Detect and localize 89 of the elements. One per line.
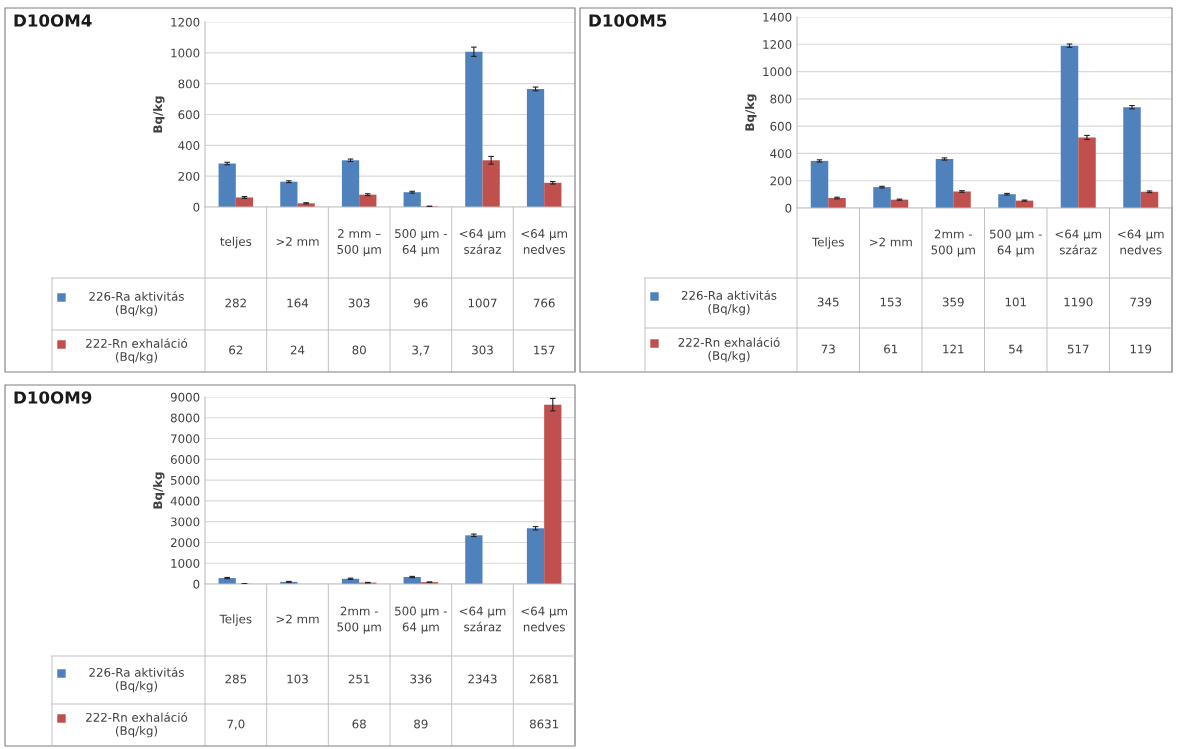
legend-label: 222-Rn exhaláció (Bq/kg) [86,338,188,364]
legend-label: 226-Ra aktivitás (Bq/kg) [89,667,184,693]
y-tick-label: 200 [770,176,792,186]
data-label: 3,7 [412,345,430,356]
y-tick-label: 6000 [170,455,200,464]
data-label: 285 [225,674,247,684]
x-tick-label: <64 µm száraz [1055,229,1102,255]
data-label: 68 [352,719,366,729]
data-label: 7,0 [227,719,245,730]
x-tick-label: 500 µm - 64 µm [395,606,447,634]
x-tick-label: 2mm - 500 µm [337,606,381,634]
legend-label: 222-Rn exhaláció (Bq/kg) [678,337,780,363]
y-tick-label: 3000 [170,517,200,527]
y-tick-label: 400 [770,149,792,159]
data-label: 303 [348,298,370,308]
text: D10OM4 [14,14,92,27]
data-label: 345 [817,297,839,307]
y-tick-label: 600 [178,110,200,120]
data-label: 119 [1130,344,1152,354]
y-tick-label: 1000 [171,48,200,58]
legend-label: 226-Ra aktivitás (Bq/kg) [89,291,184,317]
data-label: 101 [1005,297,1026,307]
data-label: 1007 [468,298,497,308]
x-tick-label: 500 µm - 64 µm [395,229,447,257]
data-label: 251 [348,674,370,684]
y-tick-label: 800 [178,79,200,89]
data-label: 517 [1067,344,1089,354]
data-label: 2681 [530,674,559,684]
y-tick-label: 400 [178,141,200,150]
data-label: 61 [884,344,898,354]
y-tick-label: 8000 [170,413,200,423]
data-label: 157 [534,345,555,355]
data-label: 303 [472,345,493,355]
y-axis-title: Bq/kg [153,472,165,509]
y-tick-label: 2000 [170,538,200,548]
x-tick-label: <64 µm nedves [521,606,567,632]
y-axis-title: Bq/kg [153,96,165,133]
x-tick-label: Teljes [219,614,252,626]
x-tick-label: teljes [220,236,252,249]
y-tick-label: 0 [193,579,200,589]
x-tick-label: 500 µm - 64 µm [990,229,1042,257]
y-axis-title: Bq/kg [745,94,757,131]
x-tick-label: <64 µm száraz [459,606,506,632]
y-tick-label: 4000 [170,496,200,506]
text: D10OM9 [14,391,92,404]
x-tick-label: 2 mm – 500 µm [337,229,381,257]
data-label: 73 [821,344,835,354]
data-label: 62 [229,345,243,355]
data-label: 24 [290,345,305,355]
y-tick-label: 0 [785,203,792,213]
y-tick-label: 1400 [763,12,792,22]
data-label: 164 [287,298,309,308]
y-tick-label: 9000 [170,392,200,402]
x-tick-label: Teljes [811,237,844,249]
data-label: 766 [533,298,555,308]
y-tick-label: 1000 [763,67,792,77]
y-tick-label: 1000 [171,558,200,568]
y-tick-label: 600 [770,121,792,131]
x-tick-label: >2 mm [276,614,319,624]
data-label: 282 [225,298,246,308]
data-label: 80 [352,345,366,355]
y-tick-label: 800 [770,94,792,104]
y-tick-label: 1200 [763,40,792,49]
y-tick-label: 5000 [171,475,200,485]
x-tick-label: 2mm - 500 µm [931,229,975,257]
x-tick-label: >2 mm [869,237,912,247]
x-tick-label: <64 µm nedves [1118,229,1164,255]
data-label: 54 [1009,344,1023,354]
data-label: 89 [414,719,428,729]
y-tick-label: 0 [193,202,200,212]
legend-label: 222-Rn exhaláció (Bq/kg) [86,712,188,738]
data-label: 96 [414,298,428,308]
y-tick-label: 7000 [171,434,200,444]
data-label: 336 [410,674,432,684]
data-label: 153 [880,297,902,307]
data-label: 121 [943,344,964,354]
data-label: 359 [942,297,964,307]
y-tick-label: 1200 [171,17,200,27]
x-tick-label: <64 µm száraz [459,229,506,254]
x-tick-label: <64 µm nedves [521,229,567,254]
data-label: 2343 [468,674,497,684]
data-label: 8631 [529,719,559,729]
text: D10OM5 [589,14,667,27]
y-tick-label: 200 [178,171,200,181]
data-label: 103 [287,674,308,684]
legend-label: 226-Ra aktivitás (Bq/kg) [681,290,777,316]
x-tick-label: >2 mm [276,237,319,246]
data-label: 739 [1130,297,1152,307]
data-label: 1190 [1064,297,1093,307]
